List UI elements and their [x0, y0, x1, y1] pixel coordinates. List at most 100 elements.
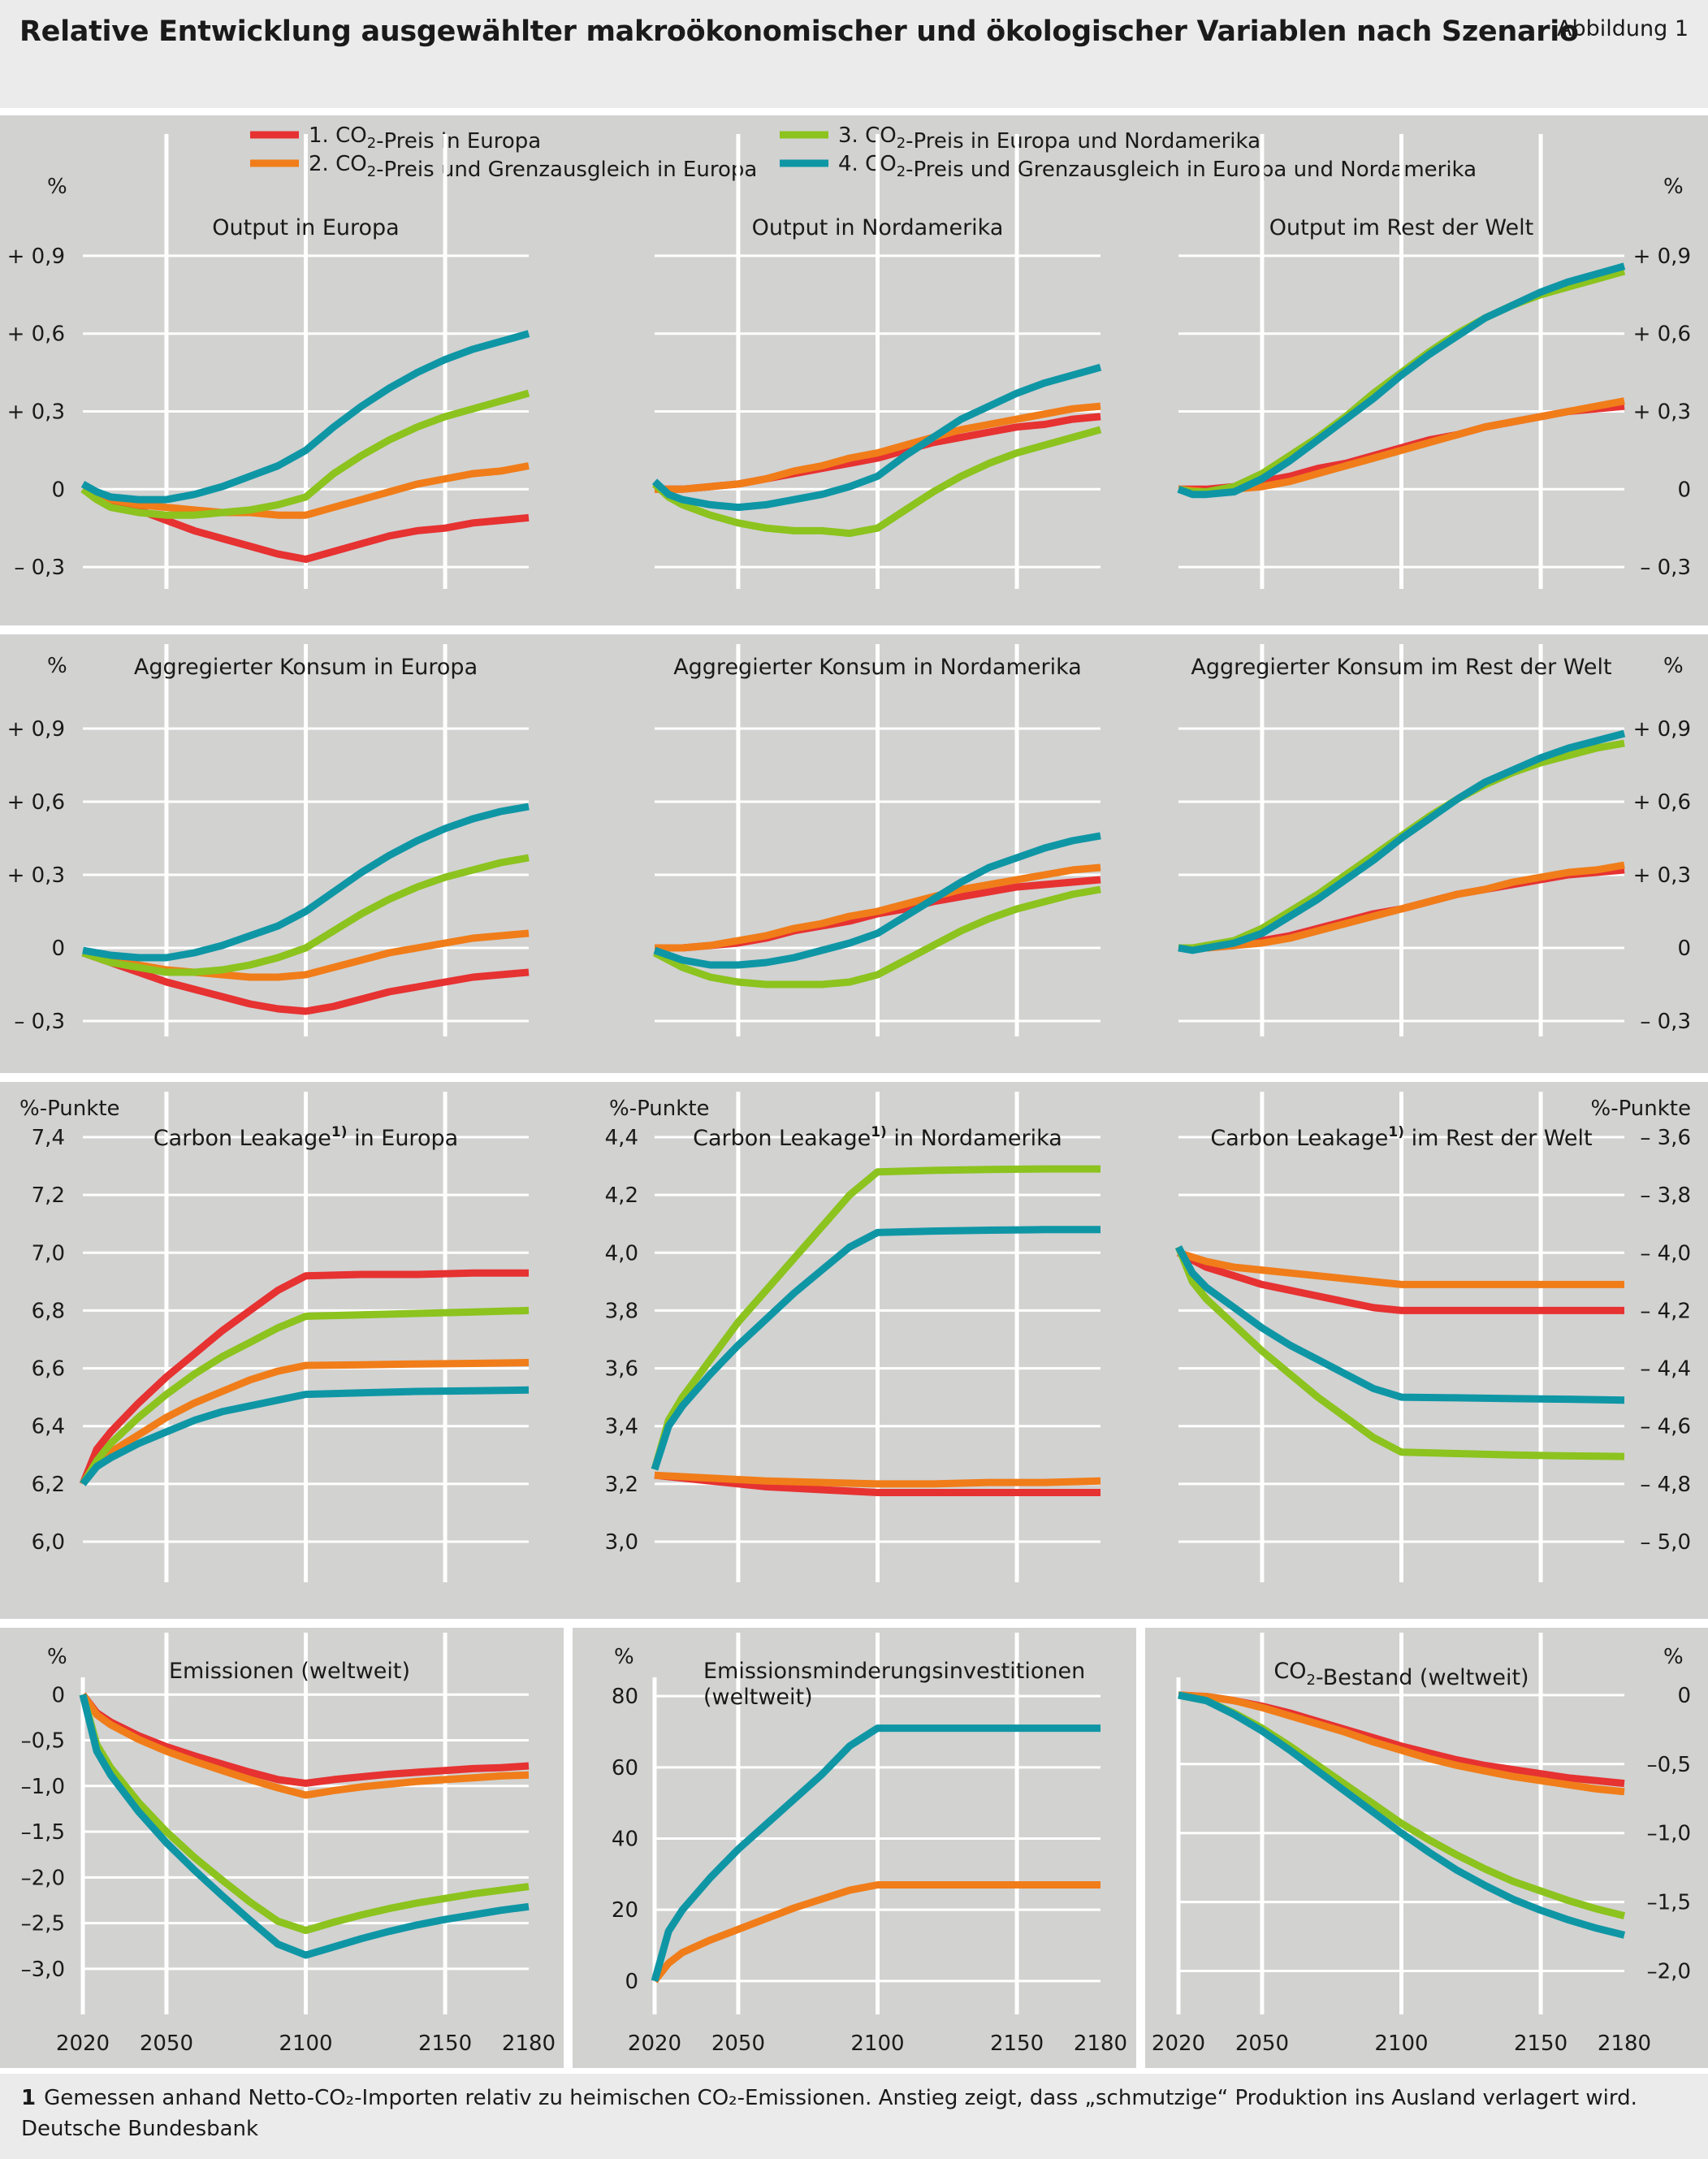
chart-title: Aggregierter Konsum im Rest der Welt [1191, 655, 1611, 680]
chart-panel-5: Aggregierter Konsum in Nordamerika [652, 644, 1101, 1036]
chart-panel-6: Aggregierter Konsum im Rest der Welt + 0,… [1178, 644, 1691, 1036]
y-tick-label: + 0,3 [1633, 400, 1691, 425]
series-line-s4 [79, 1694, 530, 1959]
legend-item-s1: 1. CO2-Preis in Europa [250, 123, 541, 154]
y-tick-label: 0 [51, 478, 65, 502]
y-tick-label: 60 [612, 1756, 638, 1780]
chart-title: Emissionsminderungsinvestitionen [703, 1659, 1085, 1684]
y-tick-label: + 0,6 [1633, 790, 1691, 815]
chart-title: Carbon Leakage1) in Nordamerika [693, 1124, 1062, 1151]
y-tick-label: 4,2 [605, 1183, 638, 1208]
x-tick-label: 2180 [1598, 2031, 1651, 2056]
x-tick-label: 2150 [1514, 2031, 1567, 2056]
x-tick-label: 2100 [279, 2031, 332, 2056]
series-line-s2 [1178, 397, 1625, 495]
y-tick-label: – 4,2 [1640, 1299, 1691, 1323]
panel-background [0, 1628, 564, 2068]
y-tick-label: 6,8 [32, 1299, 65, 1323]
legend-label: 1. CO2-Preis in Europa [309, 123, 541, 154]
series-line-s2 [80, 1359, 530, 1486]
y-tick-label: + 0,3 [7, 863, 65, 888]
chart-title: Carbon Leakage1) im Rest der Welt [1210, 1124, 1592, 1151]
panel-row-background [0, 1082, 1708, 1619]
chart-panel-9: Carbon Leakage1) im Rest der Welt – 3,6 – … [1174, 1092, 1691, 1582]
chart-title: Output in Europa [212, 215, 399, 240]
y-tick-label: + 0,3 [7, 400, 65, 425]
y-axis-label: % [47, 1645, 67, 1669]
figure-label: Abbildung 1 [1556, 16, 1689, 41]
y-tick-label: 6,4 [32, 1415, 65, 1439]
y-tick-label: 7,0 [32, 1241, 65, 1266]
y-tick-label: 4,4 [605, 1126, 638, 1150]
y-tick-label: 3,8 [605, 1299, 638, 1323]
y-tick-label: 6,6 [32, 1357, 65, 1382]
series-line-s2 [1177, 1249, 1624, 1288]
series-line-s4 [80, 1386, 530, 1486]
chart-title: CO2-Bestand (weltweit) [1273, 1659, 1529, 1690]
y-tick-label: 0 [51, 937, 65, 961]
y-tick-label: –1,0 [21, 1775, 65, 1799]
y-tick-label: 3,4 [605, 1415, 638, 1439]
chart-panel-4: Aggregierter Konsum in Europa + 0,9 + 0,6 +… [7, 644, 530, 1036]
y-tick-label: + 0,9 [1633, 244, 1691, 269]
y-tick-label: 0 [1677, 937, 1691, 961]
series-line-s3 [1174, 1245, 1625, 1460]
y-tick-label: 80 [612, 1685, 638, 1709]
x-tick-label: 2020 [1152, 2031, 1205, 2056]
y-tick-label: – 5,0 [1640, 1530, 1691, 1555]
legend-label: 4. CO2-Preis und Grenzausgleich in Europ… [838, 152, 1477, 182]
y-tick-label: + 0,3 [1633, 863, 1691, 888]
y-tick-label: – 4,0 [1640, 1241, 1691, 1266]
y-axis-label: % [1663, 175, 1684, 199]
series-line-s3 [79, 1694, 530, 1935]
x-tick-label: 2020 [628, 2031, 681, 2056]
y-axis-label: %-Punkte [1590, 1097, 1691, 1121]
y-tick-label: –2,5 [21, 1912, 65, 1936]
y-tick-label: 0 [51, 1683, 65, 1707]
series-line-s1 [1176, 1249, 1624, 1314]
y-tick-label: 3,2 [605, 1473, 638, 1497]
y-tick-label: – 4,6 [1640, 1415, 1691, 1439]
x-tick-label: 2020 [56, 2031, 110, 2056]
y-tick-label: 20 [612, 1898, 638, 1923]
series-line-s4 [80, 330, 530, 504]
legend-item-s4: 4. CO2-Preis und Grenzausgleich in Europ… [780, 152, 1477, 182]
series-line-s1 [79, 1269, 529, 1486]
chart-panel-2: Output in Nordamerika [651, 134, 1102, 589]
series-line-s2 [1178, 1691, 1625, 1796]
y-axis-label: % [47, 175, 67, 199]
y-tick-label: 4,0 [605, 1241, 638, 1266]
series-line-s2 [1178, 861, 1625, 952]
footnote-text: Gemessen anhand Netto-CO₂-Importen relat… [44, 2086, 1637, 2110]
panel-row-background [0, 115, 1708, 625]
series-line-s2 [655, 863, 1101, 952]
chart-panel-12: CO2-Bestand (weltweit) 0 –0,5 –1,0 –1,5 –2,0%… [1152, 1633, 1691, 2056]
y-tick-label: + 0,9 [1633, 717, 1691, 742]
y-tick-label: + 0,6 [7, 322, 65, 347]
footnote: 1 Gemessen anhand Netto-CO₂-Importen rela… [21, 2083, 1637, 2113]
legend-label: 2. CO2-Preis und Grenzausgleich in Europ… [309, 152, 757, 182]
x-tick-label: 2150 [418, 2031, 472, 2056]
y-tick-label: – 0,3 [1640, 556, 1691, 580]
y-axis-label: % [1663, 654, 1684, 678]
chart-title: Emissionen (weltweit) [169, 1659, 410, 1684]
legend-item-s2: 2. CO2-Preis und Grenzausgleich in Europ… [250, 152, 757, 182]
legend-label: 3. CO2-Preis in Europa und Nordamerika [838, 123, 1260, 154]
chart-title: Aggregierter Konsum in Europa [134, 655, 478, 680]
source-note: Deutsche Bundesbank [21, 2117, 259, 2141]
chart-title-line2: (weltweit) [703, 1685, 813, 1710]
chart-panel-7: Carbon Leakage1) in Europa 7,4 7,2 7,0 6,8 6,… [19, 1092, 530, 1582]
x-tick-label: 2050 [711, 2031, 765, 2056]
y-tick-label: 7,2 [32, 1183, 65, 1208]
chart-panel-1: Output in Europa + 0,9 + 0,6 + 0,3 0 – 0,3% [7, 134, 530, 589]
y-tick-label: + 0,6 [7, 790, 65, 815]
chart-panel-3: Output im Rest der Welt + 0,9 + 0,6 + 0,3 0 –… [1177, 134, 1691, 589]
y-tick-label: – 4,8 [1640, 1473, 1691, 1497]
series-line-s1 [654, 1471, 1100, 1496]
series-line-s3 [80, 389, 530, 519]
series-line-s1 [81, 949, 530, 1015]
legend-item-s3: 3. CO2-Preis in Europa und Nordamerika [780, 123, 1260, 154]
series-line-s3 [652, 885, 1101, 989]
y-tick-label: – 4,4 [1640, 1357, 1691, 1382]
